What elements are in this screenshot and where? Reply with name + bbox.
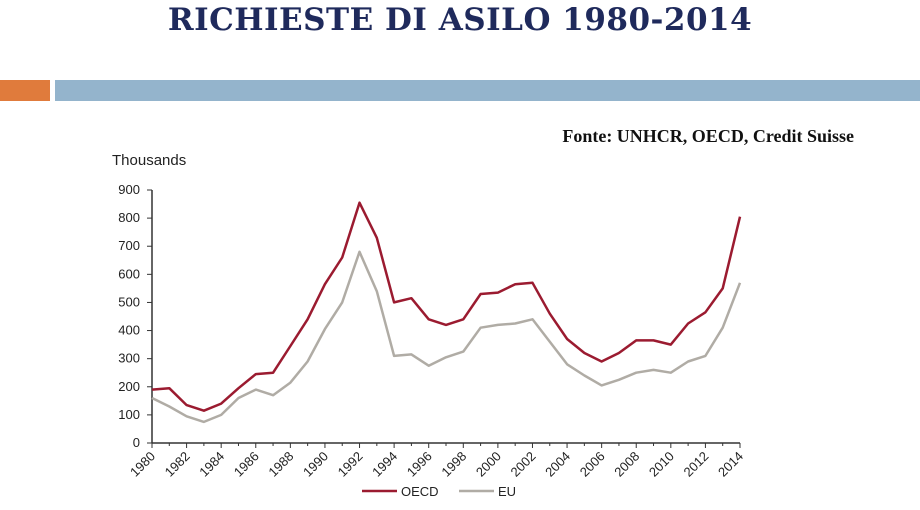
x-tick-label: 1990 bbox=[300, 449, 331, 480]
x-tick-label: 1996 bbox=[404, 449, 435, 480]
x-tick-label: 2006 bbox=[577, 449, 608, 480]
x-ticks: 1980 1982 1984 1986 1988 1990 1992 1994 1996 1998… bbox=[127, 443, 746, 480]
series-line-eu bbox=[151, 250, 742, 424]
y-tick-label: 700 bbox=[118, 238, 140, 253]
y-tick-label: 900 bbox=[118, 182, 140, 197]
legend-label-eu: EU bbox=[498, 484, 516, 499]
y-ticks: 0 100 200 300 400 500 600 700 800 900 bbox=[118, 182, 152, 450]
x-tick-label: 2000 bbox=[473, 449, 504, 480]
x-tick-label: 2004 bbox=[542, 449, 573, 480]
series-line-oecd bbox=[151, 201, 742, 412]
y-tick-label: 400 bbox=[118, 323, 140, 338]
source-caption: Fonte: UNHCR, OECD, Credit Suisse bbox=[562, 126, 854, 146]
x-tick-label: 1984 bbox=[196, 449, 227, 480]
x-tick-label: 1988 bbox=[265, 449, 296, 480]
x-tick-label: 1986 bbox=[231, 449, 262, 480]
x-tick-label: 1980 bbox=[127, 449, 158, 480]
x-tick-label: 2014 bbox=[715, 449, 746, 480]
y-tick-label: 600 bbox=[118, 266, 140, 281]
y-tick-label: 200 bbox=[118, 379, 140, 394]
x-tick-label: 2002 bbox=[508, 449, 539, 480]
x-tick-label: 1982 bbox=[162, 449, 193, 480]
header-rule-bar bbox=[55, 80, 920, 101]
y-tick-label: 800 bbox=[118, 210, 140, 225]
slide-title: RICHIESTE DI ASILO 1980-2014 bbox=[167, 2, 753, 38]
y-tick-label: 300 bbox=[118, 351, 140, 366]
y-tick-label: 0 bbox=[133, 435, 140, 450]
y-axis-label: Thousands bbox=[112, 152, 186, 169]
x-tick-label: 2008 bbox=[611, 449, 642, 480]
x-tick-label: 1998 bbox=[438, 449, 469, 480]
x-tick-label: 1994 bbox=[369, 449, 400, 480]
legend: OECD EU bbox=[362, 484, 516, 499]
series-lines bbox=[151, 201, 742, 424]
x-tick-label: 2012 bbox=[680, 449, 711, 480]
legend-label-oecd: OECD bbox=[401, 484, 439, 499]
y-tick-label: 500 bbox=[118, 294, 140, 309]
x-tick-label: 1992 bbox=[335, 449, 366, 480]
header-accent-bar bbox=[0, 80, 50, 101]
x-tick-label: 2010 bbox=[646, 449, 677, 480]
y-tick-label: 100 bbox=[118, 407, 140, 422]
